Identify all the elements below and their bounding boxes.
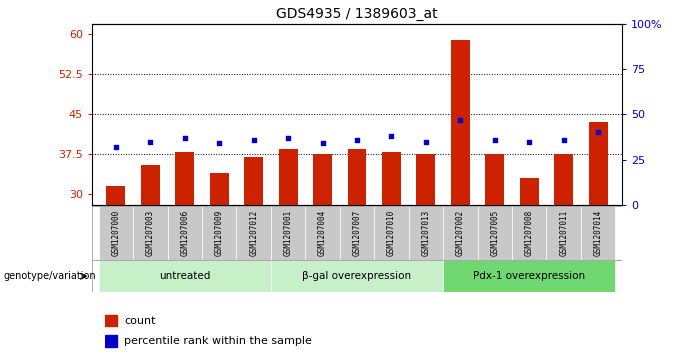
Bar (477, 206, 512, 260)
Bar (547, 206, 581, 260)
Bar (451, 40, 470, 205)
Text: GSM1207004: GSM1207004 (318, 209, 327, 256)
Text: count: count (124, 315, 156, 326)
Text: β-gal overexpression: β-gal overexpression (303, 271, 411, 281)
Bar (202, 206, 237, 260)
Bar (175, 152, 194, 205)
Text: GSM1207011: GSM1207011 (559, 209, 568, 256)
Bar (167, 206, 202, 260)
Text: GSM1207012: GSM1207012 (249, 209, 258, 256)
Bar (105, 315, 118, 326)
Bar (209, 173, 228, 205)
Bar (105, 335, 118, 347)
Bar (279, 149, 298, 205)
Bar (271, 260, 443, 292)
Bar (237, 206, 271, 260)
Point (145, 139, 156, 144)
Bar (382, 152, 401, 205)
Bar (409, 206, 443, 260)
Point (214, 140, 224, 146)
Point (490, 137, 500, 143)
Text: GSM1207003: GSM1207003 (146, 209, 155, 256)
Text: genotype/variation: genotype/variation (3, 271, 96, 281)
Text: GSM1207013: GSM1207013 (422, 209, 430, 256)
Point (524, 139, 534, 144)
Bar (374, 206, 409, 260)
Point (317, 140, 328, 146)
Text: GSM1207006: GSM1207006 (180, 209, 189, 256)
Text: GSM1207005: GSM1207005 (490, 209, 499, 256)
Text: GSM1207000: GSM1207000 (112, 209, 120, 256)
Point (558, 137, 569, 143)
Text: percentile rank within the sample: percentile rank within the sample (124, 337, 312, 346)
Point (593, 130, 604, 135)
Bar (512, 206, 547, 260)
Bar (486, 154, 505, 205)
Point (386, 133, 397, 139)
Text: GSM1207014: GSM1207014 (594, 209, 602, 256)
Text: GSM1207001: GSM1207001 (284, 209, 292, 256)
Text: GSM1207010: GSM1207010 (387, 209, 396, 256)
Bar (347, 149, 367, 205)
Bar (271, 206, 305, 260)
Bar (313, 154, 332, 205)
Bar (416, 154, 435, 205)
Point (110, 144, 121, 150)
Text: GSM1207009: GSM1207009 (215, 209, 224, 256)
Text: Pdx-1 overexpression: Pdx-1 overexpression (473, 271, 585, 281)
Bar (520, 178, 539, 205)
Text: GSM1207007: GSM1207007 (352, 209, 362, 256)
Point (283, 135, 294, 141)
Bar (99, 260, 271, 292)
Bar (340, 206, 374, 260)
Bar (589, 122, 607, 205)
Text: untreated: untreated (159, 271, 211, 281)
Title: GDS4935 / 1389603_at: GDS4935 / 1389603_at (276, 7, 438, 21)
Bar (141, 165, 160, 205)
Bar (443, 260, 615, 292)
Bar (554, 154, 573, 205)
Point (420, 139, 431, 144)
Text: GSM1207008: GSM1207008 (525, 209, 534, 256)
Point (455, 117, 466, 123)
Bar (244, 157, 263, 205)
Bar (107, 187, 125, 205)
Bar (443, 206, 477, 260)
Bar (305, 206, 340, 260)
Bar (581, 206, 615, 260)
Point (248, 137, 259, 143)
Point (180, 135, 190, 141)
Bar (133, 206, 167, 260)
Point (352, 137, 362, 143)
Bar (99, 206, 133, 260)
Text: GSM1207002: GSM1207002 (456, 209, 465, 256)
